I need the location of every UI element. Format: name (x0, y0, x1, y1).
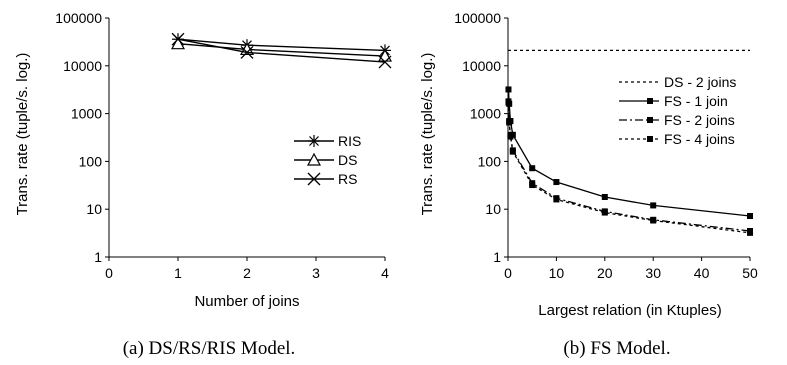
chart-b-legend-entry: FS - 2 joins (619, 112, 735, 128)
chart-b-point-3 (650, 217, 657, 224)
a-y-tick-label: 100 (79, 153, 103, 169)
a-x-tick-label: 2 (243, 265, 251, 281)
chart-b-point-1 (505, 86, 512, 93)
a-y-tick-label: 1 (94, 249, 102, 265)
chart-a-legend: RIS DS RS (294, 133, 361, 187)
chart-b-series (505, 49, 753, 236)
chart-b-legend-label: FS - 4 joins (664, 131, 735, 147)
a-y-tick-label: 100000 (55, 10, 102, 26)
chart-a-x-ticks: 0 1 2 3 4 (105, 257, 389, 281)
chart-b-xlabel: Largest relation (in Ktuples) (538, 302, 721, 319)
b-x-tick-label: 0 (504, 265, 512, 281)
chart-b-legend-label: FS - 2 joins (664, 112, 735, 128)
chart-b-point-1 (747, 213, 753, 220)
chart-b-point-3 (506, 119, 513, 126)
chart-b-point-3 (529, 182, 536, 189)
chart-b-point-3 (505, 99, 512, 106)
chart-a-legend-marker (308, 135, 320, 147)
chart-b-legend-marker (647, 136, 653, 142)
b-y-tick-label: 10000 (462, 58, 501, 74)
b-y-tick-label: 10 (485, 201, 501, 217)
chart-a-legend-label: RIS (338, 133, 361, 149)
chart-b-legend-entry: FS - 1 join (619, 93, 728, 109)
chart-b: 1 10 100 1000 10000 100000 0 10 20 30 40 50 DS - 2… (419, 10, 758, 359)
a-x-tick-label: 3 (312, 265, 320, 281)
chart-a-point-rs (171, 32, 185, 46)
chart-b-caption: (b) FS Model. (563, 338, 670, 359)
b-x-tick-label: 20 (597, 265, 613, 281)
b-y-tick-label: 100 (478, 153, 502, 169)
chart-a-legend-entry: RIS (294, 133, 361, 149)
chart-b-legend-entry: DS - 2 joins (619, 74, 736, 90)
chart-a-xlabel: Number of joins (194, 293, 299, 310)
chart-b-ylabel: Trans. rate (tuple/s. log.) (419, 53, 436, 216)
chart-a-legend-entry: DS (294, 152, 357, 168)
chart-b-point-3 (747, 229, 753, 236)
chart-b-point-1 (553, 179, 560, 186)
b-x-tick-label: 10 (549, 265, 565, 281)
chart-b-point-1 (650, 202, 657, 209)
b-x-tick-label: 40 (694, 265, 710, 281)
chart-b-legend-marker (647, 98, 653, 104)
b-x-tick-label: 30 (645, 265, 661, 281)
chart-b-point-3 (553, 196, 560, 203)
chart-a-legend-label: DS (338, 152, 357, 168)
chart-a-point-rs (240, 46, 254, 59)
b-y-tick-label: 100000 (454, 10, 501, 26)
chart-a-legend-marker (307, 172, 321, 186)
chart-b-point-3 (601, 209, 608, 216)
a-x-tick-label: 0 (105, 265, 113, 281)
chart-b-y-ticks: 1 10 100 1000 10000 100000 (454, 10, 508, 265)
chart-b-legend: DS - 2 joins FS - 1 join FS - 2 joins FS - … (619, 74, 736, 147)
chart-b-legend-label: FS - 1 join (664, 93, 728, 109)
chart-b-line-3 (507, 102, 751, 234)
b-y-tick-label: 1000 (470, 106, 501, 122)
chart-a-y-ticks: 1 10 100 1000 10000 100000 (55, 10, 109, 265)
a-y-tick-label: 10 (86, 201, 102, 217)
chart-a-point-ds (170, 36, 186, 50)
chart-b-point-1 (601, 193, 608, 200)
chart-a-legend-entry: RS (294, 171, 357, 187)
a-y-tick-label: 10000 (63, 58, 102, 74)
chart-a-point-rs (378, 55, 392, 69)
a-x-tick-label: 1 (174, 265, 182, 281)
a-y-tick-label: 1000 (71, 106, 102, 122)
chart-b-legend-label: DS - 2 joins (664, 74, 736, 90)
chart-a-series (170, 32, 393, 69)
chart-b-point-1 (529, 165, 536, 172)
chart-b-point-3 (509, 148, 516, 155)
b-y-tick-label: 1 (493, 249, 501, 265)
b-x-tick-label: 50 (742, 265, 758, 281)
chart-a-legend-marker (306, 152, 322, 166)
chart-a-legend-label: RS (338, 171, 357, 187)
chart-b-point-3 (507, 133, 514, 140)
chart-a-ylabel: Trans. rate (tuple/s. log.) (14, 53, 31, 216)
a-x-tick-label: 4 (381, 265, 389, 281)
chart-b-legend-marker (647, 117, 653, 123)
chart-a-caption: (a) DS/RS/RIS Model. (123, 338, 296, 359)
chart-b-x-ticks: 0 10 20 30 40 50 (504, 257, 758, 281)
chart-b-legend-entry: FS - 4 joins (619, 131, 735, 147)
